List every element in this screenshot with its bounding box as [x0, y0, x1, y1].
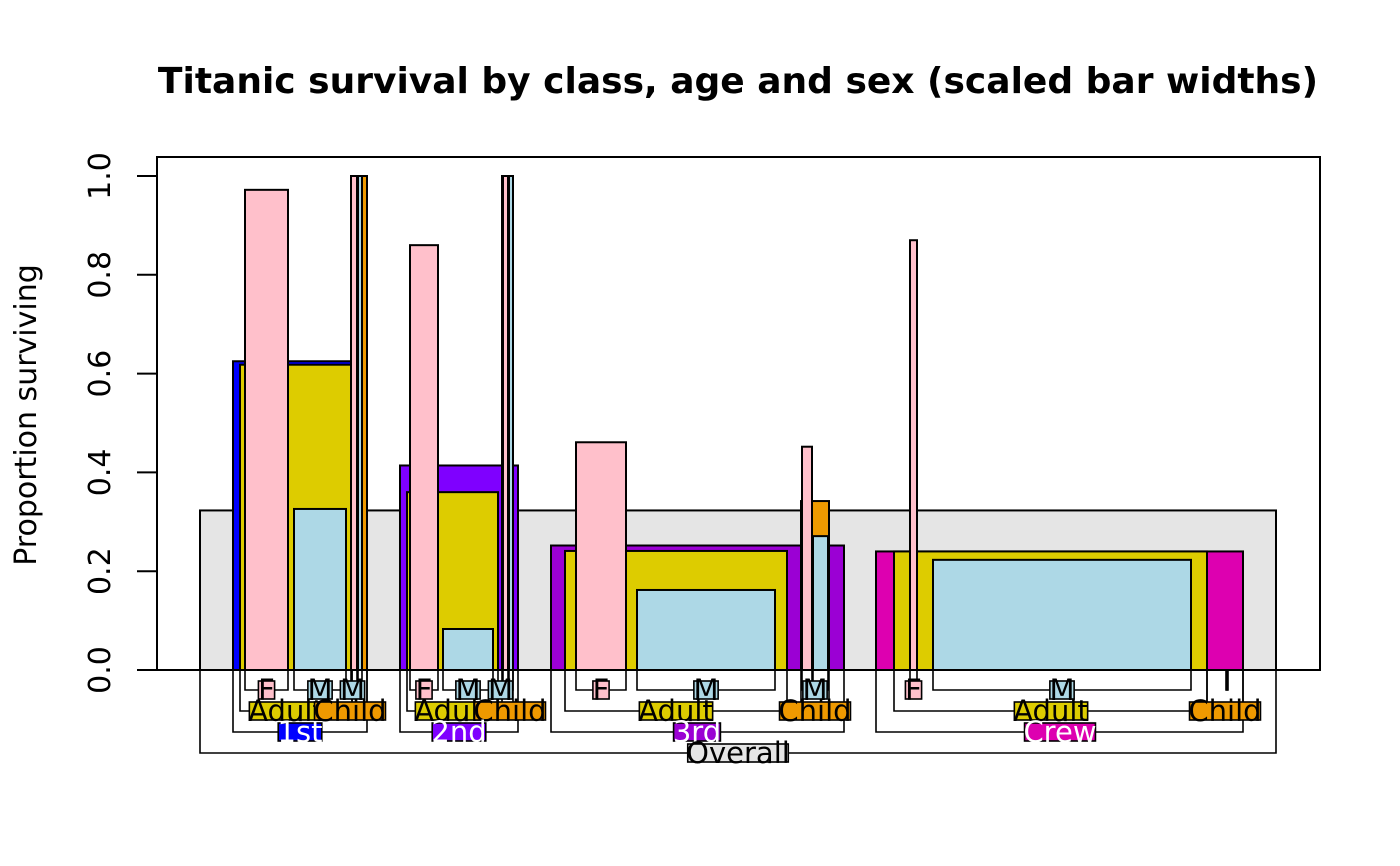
bar-2nd-child-f: [502, 175, 509, 671]
y-tick-label: 0.6: [83, 350, 118, 398]
plot-area-frame: [156, 156, 1321, 671]
label-sex-f-text: F: [416, 673, 433, 707]
y-axis-label: Proportion surviving: [9, 264, 44, 566]
label-class-1st: 1st: [277, 715, 323, 749]
bar-crew-adult-m: [932, 558, 1192, 672]
label-class-crew: Crew: [1023, 715, 1096, 749]
label-overall: Overall: [686, 736, 790, 770]
y-tick-label: 1.0: [83, 152, 118, 200]
label-class-2nd-text: 2nd: [431, 715, 486, 749]
bar-3rd-adult-m: [636, 588, 776, 671]
label-age-child-text: Child: [778, 694, 851, 728]
label-sex-f-text: F: [258, 673, 275, 707]
label-age-child-text: Child: [1188, 694, 1261, 728]
label-age-child: Child: [313, 694, 386, 728]
label-sex-f: F: [904, 673, 923, 707]
label-sex-f: F: [415, 673, 433, 707]
bar-1st-adult-m: [293, 507, 347, 671]
chart-title: Titanic survival by class, age and sex (…: [158, 61, 1318, 102]
bar-crew-adult-f: [909, 239, 918, 671]
label-class-3rd: 3rd: [672, 715, 722, 749]
y-tick-label: 0.8: [83, 251, 118, 299]
label-age-child: Child: [473, 694, 546, 728]
y-axis: 0.0 0.2 0.4 0.6 0.8 1.0: [83, 152, 158, 694]
bar-1st-adult-f: [244, 188, 289, 671]
bar-1st-child-m: [357, 175, 363, 671]
bar-3rd-child-f: [801, 445, 813, 671]
label-age-child: Child: [778, 694, 851, 728]
label-sex-f: F: [257, 673, 276, 707]
bars-layer: [157, 175, 1320, 672]
y-tick-label: 0.4: [83, 449, 118, 497]
bar-1st-child-f: [350, 175, 358, 671]
y-tick-label: 0.0: [83, 646, 118, 694]
label-age-child-text: Child: [313, 694, 386, 728]
label-sex-f-text: F: [593, 673, 610, 707]
bar-3rd-child-m: [812, 535, 829, 671]
label-class-2nd: 2nd: [431, 715, 486, 749]
label-class-crew-text: Crew: [1023, 715, 1096, 749]
label-class-1st-text: 1st: [278, 715, 323, 749]
bar-2nd-child-m: [508, 175, 514, 671]
bracket-sex: [1226, 670, 1229, 691]
label-sex-f-text: F: [905, 673, 922, 707]
y-tick-label: 0.2: [83, 547, 118, 595]
label-age-child: Child: [1188, 694, 1261, 728]
bar-3rd-adult-f: [575, 441, 627, 671]
bar-2nd-adult-m: [442, 627, 494, 671]
label-overall-text: Overall: [686, 736, 790, 770]
bar-2nd-adult-f: [409, 244, 439, 671]
label-sex-f: F: [592, 673, 610, 707]
